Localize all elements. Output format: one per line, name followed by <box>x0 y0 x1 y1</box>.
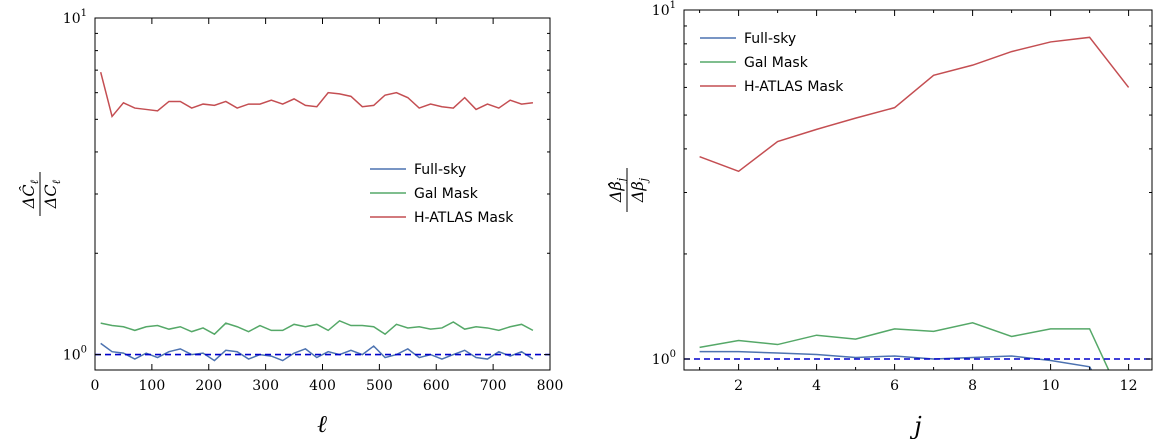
left-y-axis-label: ΔĈℓ ΔCℓ <box>18 172 63 216</box>
left-legend-label-full-sky: Full-sky <box>414 162 466 178</box>
svg-text:ΔĈℓ: ΔĈℓ <box>18 179 41 209</box>
right-legend-label-h-atlas-mask: H-ATLAS Mask <box>744 79 844 95</box>
right-x-tick-label: 12 <box>1120 378 1138 394</box>
left-plot-area <box>95 72 550 362</box>
right-y-axis-label: Δβ̂j Δβj <box>606 168 650 212</box>
right-x-tick-label: 4 <box>812 378 821 394</box>
svg-text:ΔCℓ: ΔCℓ <box>41 179 63 209</box>
right-legend-label-full-sky: Full-sky <box>744 31 796 47</box>
right-ylabel-denominator: Δβ <box>628 181 647 203</box>
svg-text:Δβj: Δβj <box>628 177 650 203</box>
right-x-tick-label: 8 <box>968 378 977 394</box>
right-x-axis-label: j <box>909 412 922 439</box>
left-ylabel-numerator-sub: ℓ <box>28 179 41 184</box>
right-ylabel-numerator-sub: j <box>615 177 628 184</box>
right-y-tick-label: 100 <box>652 349 676 368</box>
left-x-tick-label: 400 <box>309 378 336 394</box>
left-series-line-h-atlas-mask <box>99 72 534 119</box>
right-series-line-full-sky <box>699 350 1093 370</box>
right-series-line-gal-mask <box>699 321 1110 370</box>
right-x-tick-label: 10 <box>1042 378 1060 394</box>
left-x-tick-label: 200 <box>195 378 222 394</box>
right-chart: 2 4 6 8 10 12 100 101 Full-sky Gal Mask H-ATLAS M… <box>606 0 1153 439</box>
left-ylabel-numerator: ΔĈ <box>18 184 38 209</box>
right-x-tick-label: 2 <box>734 378 743 394</box>
left-series-line-gal-mask <box>100 319 534 336</box>
left-y-tick-label: 101 <box>63 8 87 27</box>
left-x-tick-label: 300 <box>252 378 279 394</box>
left-x-tick-label: 0 <box>91 378 100 394</box>
left-x-tick-label: 700 <box>480 378 507 394</box>
right-x-tick-label: 6 <box>890 378 899 394</box>
right-legend: Full-sky Gal Mask H-ATLAS Mask <box>700 31 844 95</box>
left-series-line-full-sky <box>100 342 534 362</box>
left-axes-frame <box>94 17 551 371</box>
left-legend-label-h-atlas-mask: H-ATLAS Mask <box>414 210 514 226</box>
svg-text:Δβ̂j: Δβ̂j <box>606 177 628 203</box>
left-x-tick-label: 600 <box>423 378 450 394</box>
left-x-axis-label: ℓ <box>317 410 327 438</box>
left-x-tick-label: 100 <box>139 378 166 394</box>
right-ylabel-denominator-sub: j <box>637 177 650 184</box>
right-axes: 2 4 6 8 10 12 100 101 <box>652 0 1153 394</box>
left-legend-label-gal-mask: Gal Mask <box>414 186 479 202</box>
right-series-line-h-atlas-mask <box>699 36 1130 173</box>
right-axes-frame <box>683 9 1153 371</box>
right-ylabel-numerator: Δβ̂ <box>606 181 625 203</box>
right-plot-area <box>684 36 1152 370</box>
left-legend: Full-sky Gal Mask H-ATLAS Mask <box>370 162 514 226</box>
right-legend-label-gal-mask: Gal Mask <box>744 55 809 71</box>
left-ylabel-denominator-sub: ℓ <box>50 179 63 184</box>
left-x-tick-label: 800 <box>537 378 564 394</box>
right-y-tick-label: 101 <box>652 0 676 19</box>
left-ylabel-denominator: ΔC <box>41 184 60 209</box>
left-y-tick-label: 100 <box>63 345 87 364</box>
left-x-tick-label: 500 <box>366 378 393 394</box>
